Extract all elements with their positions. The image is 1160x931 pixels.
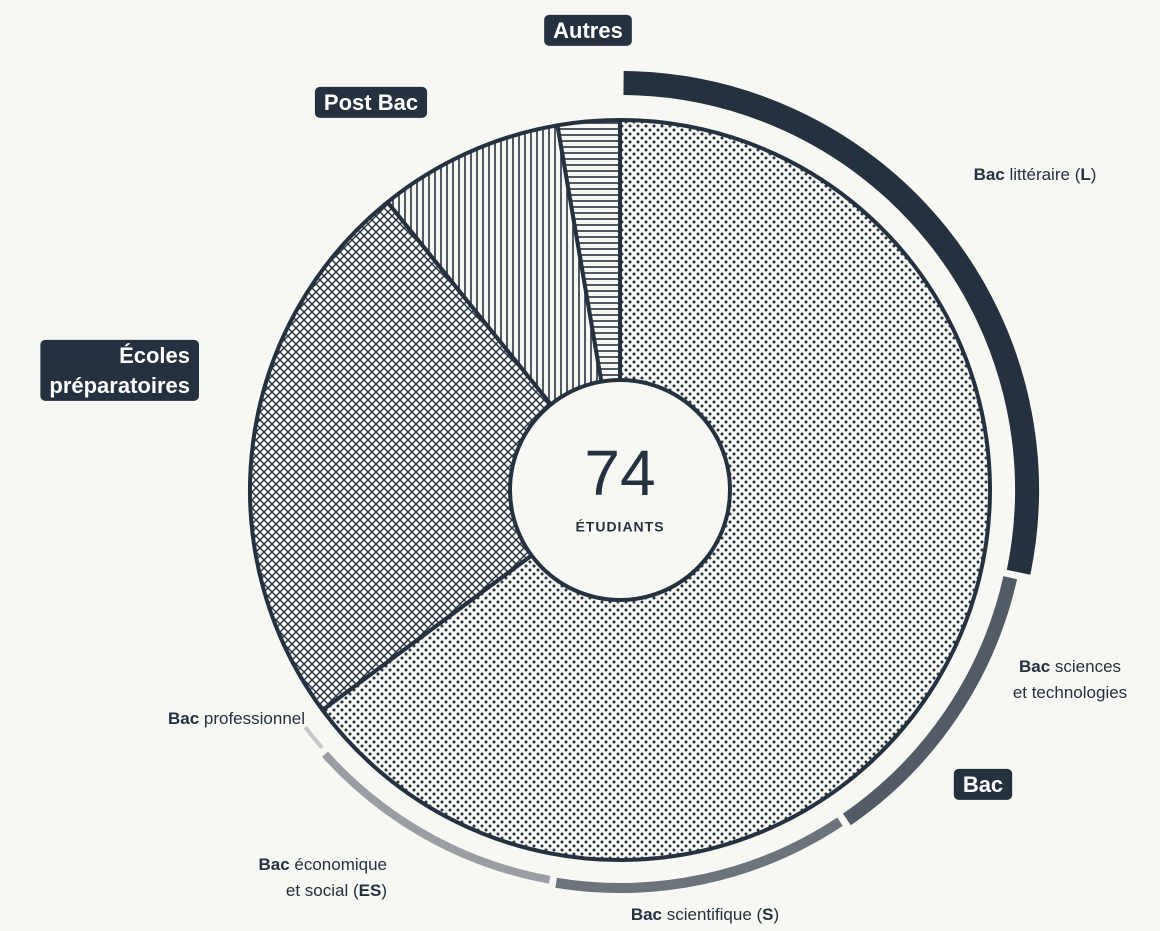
breakdown-label: Bac professionnel bbox=[168, 709, 305, 728]
slice bbox=[248, 200, 622, 713]
breakdown-label: Bac littéraire (L) bbox=[974, 165, 1097, 184]
category-badge bbox=[40, 339, 199, 401]
category-badge bbox=[544, 14, 632, 46]
breakdown-arc bbox=[623, 71, 1039, 575]
category-label: Autres bbox=[553, 18, 623, 43]
total-value: 74 bbox=[584, 437, 655, 509]
category-label: Écoles préparatoires bbox=[49, 343, 190, 398]
category-badge bbox=[314, 86, 428, 118]
category-badge bbox=[953, 768, 1013, 800]
breakdown-label: Bac sciences et technologies bbox=[1013, 657, 1127, 702]
category-label: Post Bac bbox=[324, 90, 418, 115]
breakdown-label: Bac scientifique (S) bbox=[631, 905, 779, 924]
total-label: étudiants bbox=[575, 514, 664, 536]
breakdown-arc bbox=[322, 751, 551, 884]
breakdown-label: Bac économique et social (ES) bbox=[258, 855, 387, 900]
breakdown-arc bbox=[842, 576, 1018, 826]
center-circle bbox=[508, 378, 732, 602]
breakdown-arc bbox=[303, 725, 324, 750]
category-label: Bac bbox=[963, 772, 1003, 797]
breakdown-arc bbox=[555, 817, 843, 893]
